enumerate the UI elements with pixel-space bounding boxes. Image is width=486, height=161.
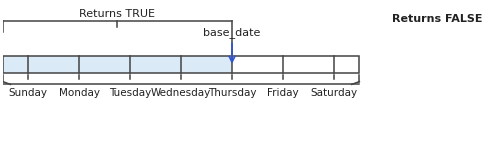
Text: Friday: Friday xyxy=(267,88,299,98)
Text: Tuesday: Tuesday xyxy=(109,88,151,98)
Text: Returns TRUE: Returns TRUE xyxy=(79,9,156,19)
Text: Saturday: Saturday xyxy=(311,88,358,98)
Text: Returns FALSE: Returns FALSE xyxy=(393,14,483,24)
Bar xyxy=(3,56,359,73)
Bar xyxy=(3,56,232,73)
Text: base_date: base_date xyxy=(203,27,260,38)
Text: Wednesday: Wednesday xyxy=(151,88,211,98)
Text: Thursday: Thursday xyxy=(208,88,256,98)
Text: Monday: Monday xyxy=(59,88,100,98)
Text: Sunday: Sunday xyxy=(9,88,48,98)
